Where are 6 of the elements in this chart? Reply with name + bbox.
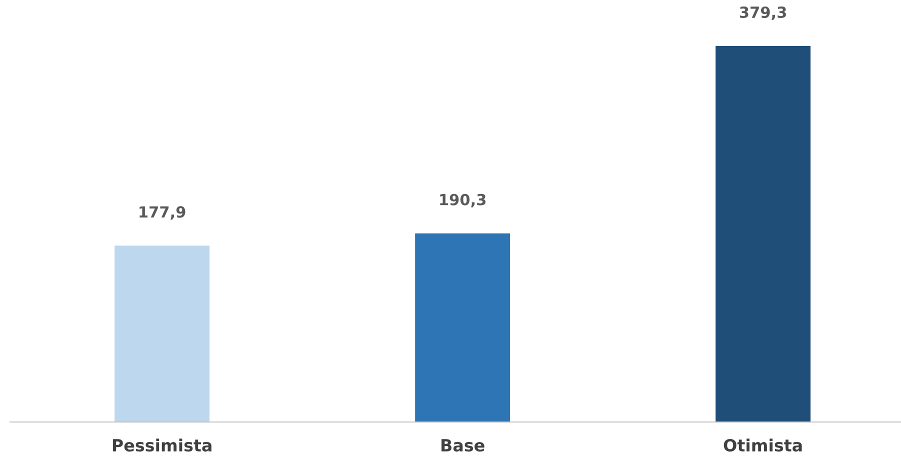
data-label: 379,3 xyxy=(740,6,786,20)
data-label: 177,9 xyxy=(140,206,186,220)
x-tick-label: Pessimista xyxy=(112,438,212,452)
data-label: 190,3 xyxy=(440,194,486,208)
x-tick-label: Base xyxy=(442,439,484,452)
x-tick-label: Otimista xyxy=(724,438,802,452)
